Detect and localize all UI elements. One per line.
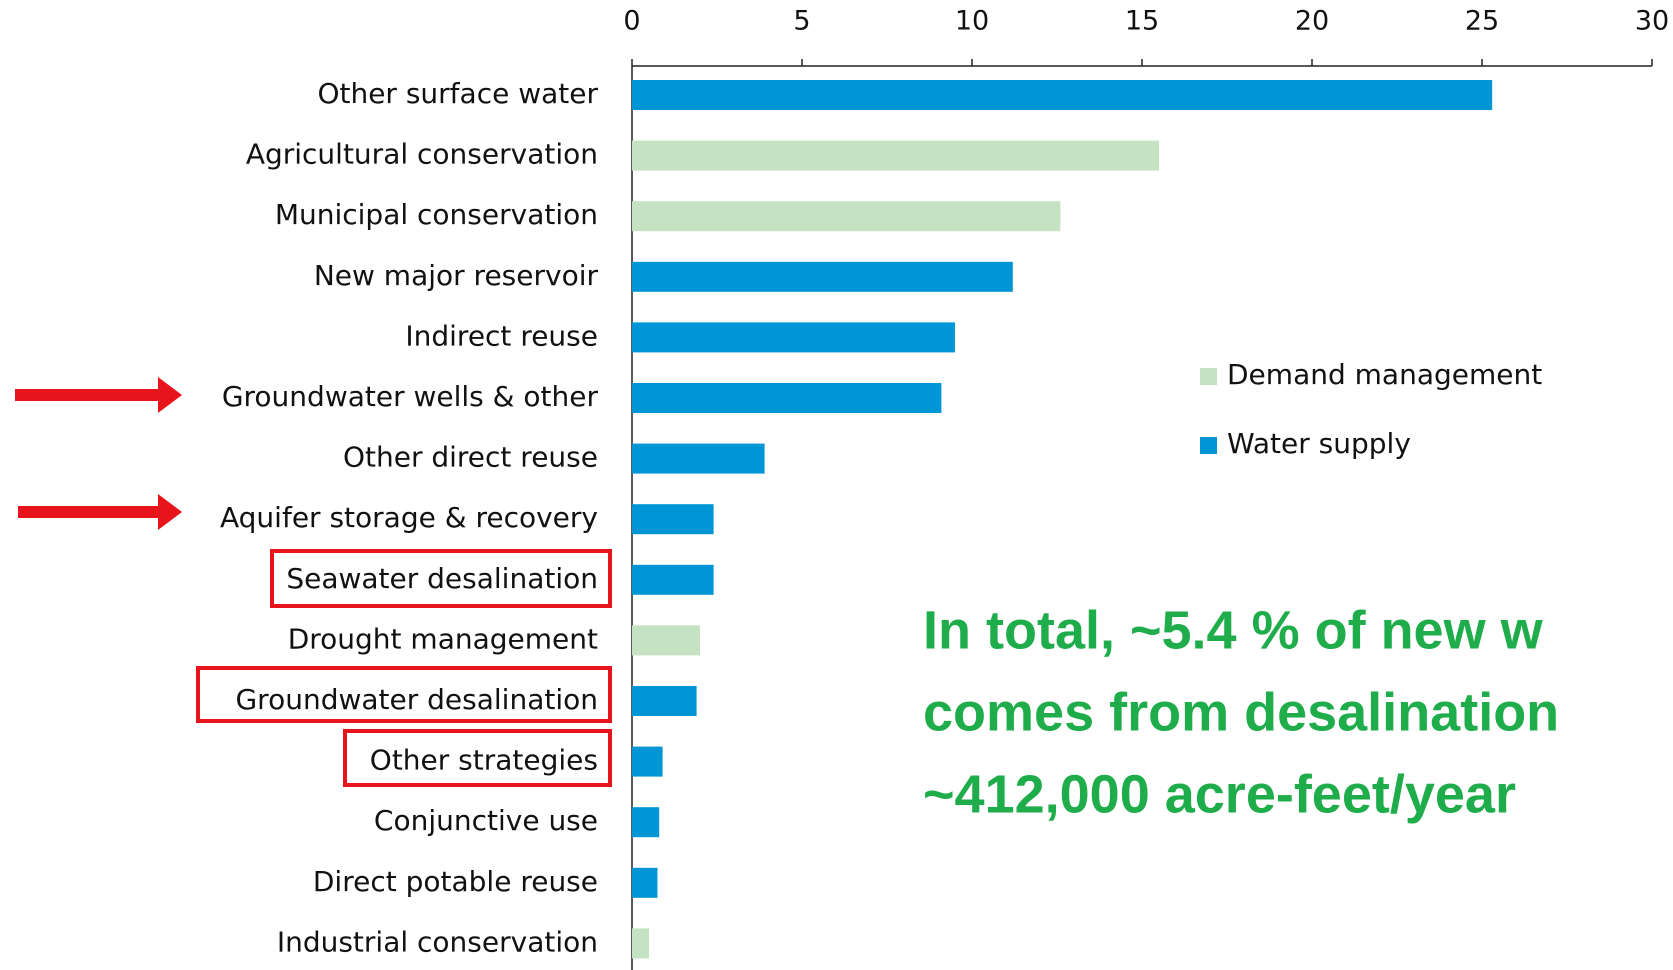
legend-swatch [1200,437,1217,454]
highlight-box [196,666,612,723]
highlight-box [270,549,612,608]
bar [632,261,1013,292]
bar [632,443,765,474]
y-tick-label: Drought management [288,622,598,655]
legend-label: Water supply [1227,427,1411,460]
annotation: In total, ~5.4 % of new w [923,600,1544,660]
x-tick-label: 25 [1465,6,1499,37]
y-tick-label: Municipal conservation [275,198,598,231]
y-tick-label: Other surface water [317,77,598,110]
bar [632,928,649,959]
bar [632,201,1061,232]
annotation: ~412,000 acre-feet/year [923,764,1516,824]
y-tick-label: New major reservoir [314,259,599,292]
y-tick-label: Agricultural conservation [246,138,598,171]
x-tick-label: 5 [793,6,810,37]
y-tick-label: Aquifer storage & recovery [220,501,598,534]
bar [632,625,700,656]
legend-swatch [1200,368,1217,385]
bar [632,867,658,898]
bar [632,504,714,535]
x-tick-label: 0 [623,6,640,37]
y-tick-label: Indirect reuse [405,319,598,352]
y-tick-label: Conjunctive use [374,804,598,837]
y-tick-label: Groundwater desalination [235,683,598,716]
legend-label: Demand management [1227,358,1542,391]
x-tick-label: 10 [955,6,989,37]
bar [632,686,697,716]
bar [632,383,942,413]
y-tick-label: Groundwater wells & other [222,380,599,413]
annotation: comes from desalination [923,682,1559,742]
arrow [15,377,182,413]
x-tick-label: 30 [1635,6,1669,37]
bar [632,746,663,777]
y-tick-label: Other direct reuse [343,441,598,474]
y-tick-label: Direct potable reuse [313,865,598,898]
y-tick-label: Industrial conservation [277,925,598,958]
bar [632,564,714,595]
y-tick-label: Other strategies [370,744,598,777]
highlights [196,549,612,787]
highlight-box [343,729,612,787]
bar [632,80,1493,110]
y-tick-label: Seawater desalination [286,562,598,595]
bar [632,322,955,353]
x-tick-label: 20 [1295,6,1329,37]
bar [632,807,660,838]
bar [632,140,1159,171]
arrow [18,494,182,530]
x-tick-label: 15 [1125,6,1159,37]
